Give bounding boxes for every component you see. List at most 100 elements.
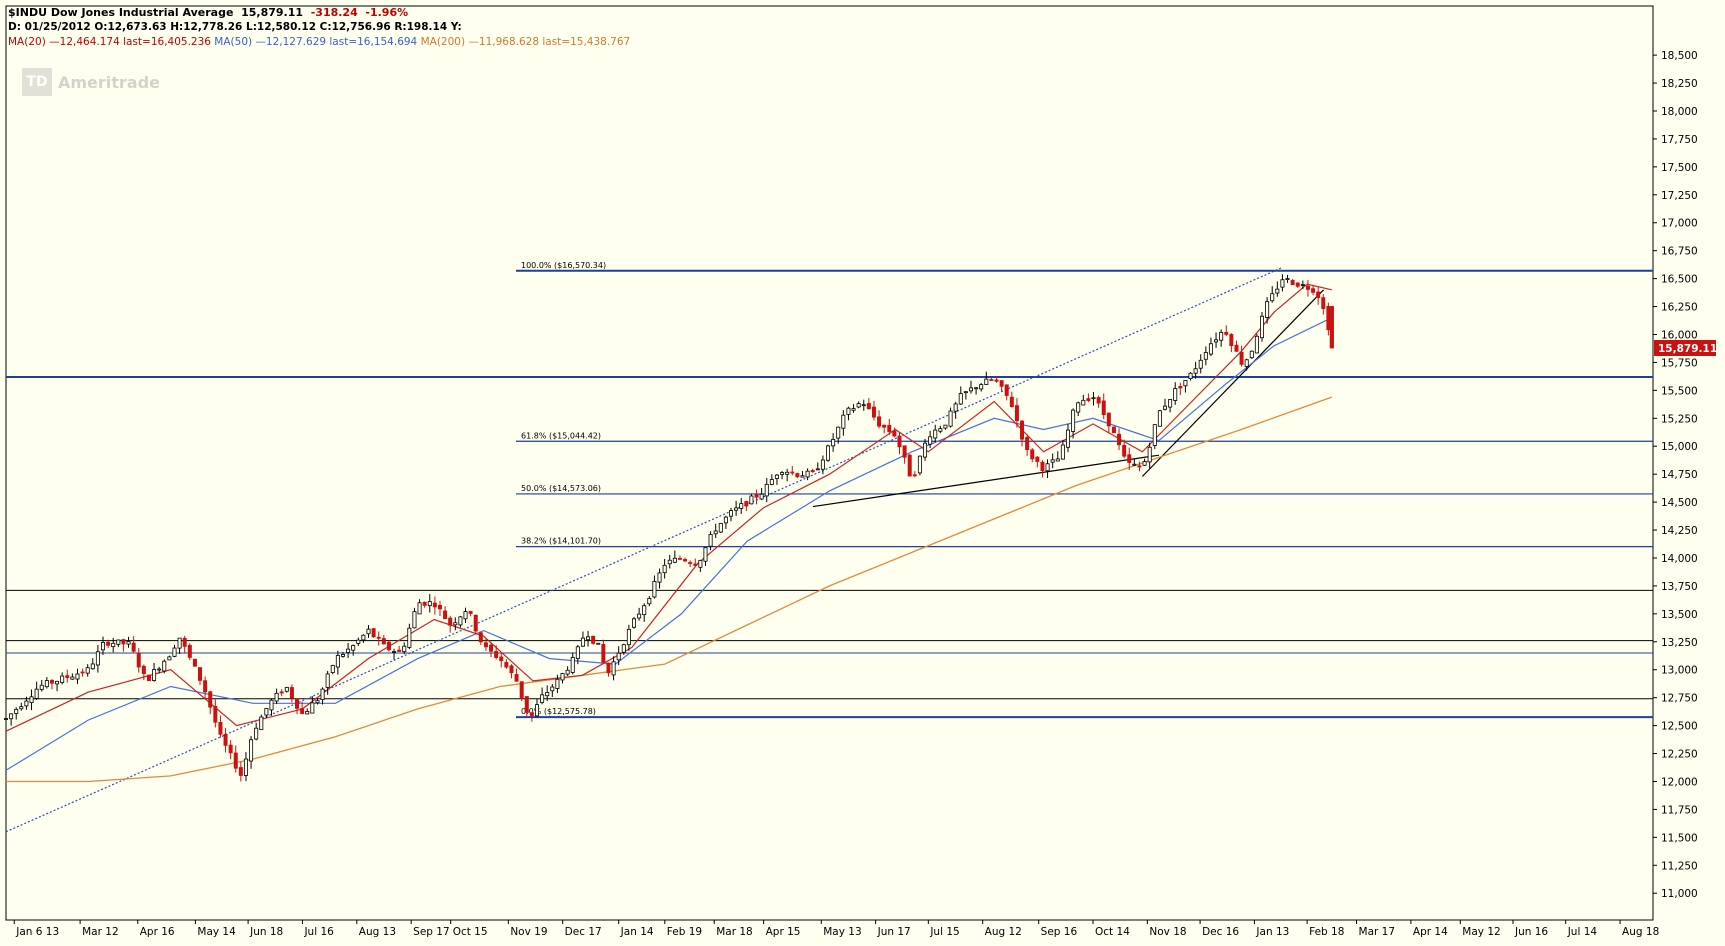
candle-body xyxy=(1203,352,1208,360)
candle-body xyxy=(218,721,223,735)
candle-body xyxy=(330,665,335,673)
candle-body xyxy=(1147,446,1152,463)
candle-body xyxy=(800,475,805,478)
x-tick-label: Sep 16 xyxy=(1041,926,1078,938)
candle-body xyxy=(136,653,141,668)
candle-body xyxy=(780,472,785,475)
candle-body xyxy=(1106,412,1111,427)
candle-body xyxy=(1280,279,1285,288)
candle-body xyxy=(65,675,70,678)
candle-body xyxy=(1295,282,1300,287)
candle-body xyxy=(346,648,351,653)
x-tick-label: Dec 17 xyxy=(565,926,602,938)
candle-body xyxy=(1101,400,1106,415)
y-tick-label: 11,500 xyxy=(1661,832,1698,844)
candle-body xyxy=(279,691,284,694)
ohlc-readout: D: 01/25/2012 O:12,673.63 H:12,778.26 L:… xyxy=(8,21,462,33)
candle-body xyxy=(550,686,555,692)
candle-body xyxy=(923,442,928,458)
candle-body xyxy=(882,424,887,428)
candle-body xyxy=(851,408,856,411)
candle-body xyxy=(657,572,662,583)
candle-body xyxy=(167,656,172,661)
candle-body xyxy=(126,641,131,645)
candle-body xyxy=(1071,409,1076,432)
candle-body xyxy=(739,503,744,509)
candle-body xyxy=(759,493,764,500)
candle-body xyxy=(907,454,912,477)
candle-body xyxy=(432,602,437,608)
candle-body xyxy=(667,559,672,565)
candle-body xyxy=(953,403,958,412)
candle-body xyxy=(489,644,494,652)
candle-body xyxy=(1152,424,1157,446)
candle-body xyxy=(647,598,652,605)
x-tick-label: Nov 19 xyxy=(510,926,547,938)
candle-body xyxy=(1229,334,1234,346)
candle-body xyxy=(611,661,616,676)
ma50-line xyxy=(5,317,1333,771)
candle-body xyxy=(820,459,825,470)
candle-body xyxy=(458,616,463,626)
candle-body xyxy=(1162,405,1167,410)
candle-body xyxy=(1224,331,1229,335)
candle-body xyxy=(1030,449,1035,460)
y-tick-label: 13,000 xyxy=(1661,665,1698,677)
candle-body xyxy=(70,676,75,680)
candle-body xyxy=(877,416,882,427)
candle-body xyxy=(157,668,162,671)
candle-body xyxy=(402,645,407,653)
candle-body xyxy=(473,614,478,632)
x-tick-label: Jun 18 xyxy=(249,926,283,938)
candle-body xyxy=(999,380,1004,387)
y-tick-label: 16,500 xyxy=(1661,274,1698,286)
candle-body xyxy=(1234,344,1239,352)
candle-body xyxy=(1326,306,1331,331)
candle-body xyxy=(376,636,381,639)
candle-body xyxy=(897,435,902,448)
candle-body xyxy=(534,704,539,717)
candle-body xyxy=(616,652,621,661)
candle-body xyxy=(1086,398,1091,401)
candle-body xyxy=(39,684,44,690)
candle-body xyxy=(116,639,121,645)
x-tick-label: Apr 16 xyxy=(140,926,175,938)
candle-body xyxy=(264,708,269,716)
candle-body xyxy=(361,634,366,641)
candle-body xyxy=(29,696,34,703)
candle-body xyxy=(979,384,984,390)
candle-body xyxy=(1004,384,1009,396)
candle-body xyxy=(259,716,264,730)
candle-body xyxy=(1065,429,1070,448)
candle-body xyxy=(1091,397,1096,400)
candle-body xyxy=(111,642,116,647)
candle-body xyxy=(49,679,54,684)
candle-body xyxy=(580,637,585,647)
candle-body xyxy=(60,675,65,683)
y-tick-label: 18,250 xyxy=(1661,78,1698,90)
candle-body xyxy=(698,560,703,568)
candle-body xyxy=(560,673,565,681)
candle-body xyxy=(407,627,412,648)
x-tick-label: Mar 17 xyxy=(1359,926,1396,938)
fib-level-label: 50.0% ($14,573.06) xyxy=(521,484,601,493)
candle-body xyxy=(152,669,157,681)
candle-body xyxy=(540,694,545,703)
y-tick-label: 15,750 xyxy=(1661,357,1698,369)
candle-body xyxy=(85,667,90,674)
ma200-legend: MA(200) —11,968.628 last=15,438.767 xyxy=(420,36,631,48)
candle-body xyxy=(963,391,968,394)
candle-body xyxy=(734,507,739,511)
candle-body xyxy=(437,604,442,610)
candle-body xyxy=(861,404,866,407)
candle-body xyxy=(1168,399,1173,408)
candle-body xyxy=(555,678,560,689)
candle-body xyxy=(1132,463,1137,466)
candle-body xyxy=(504,661,509,668)
trendline xyxy=(5,266,1283,833)
x-tick-label: Aug 12 xyxy=(985,926,1022,938)
candle-body xyxy=(570,656,575,673)
candle-body xyxy=(1329,306,1334,349)
candle-body xyxy=(392,651,397,653)
